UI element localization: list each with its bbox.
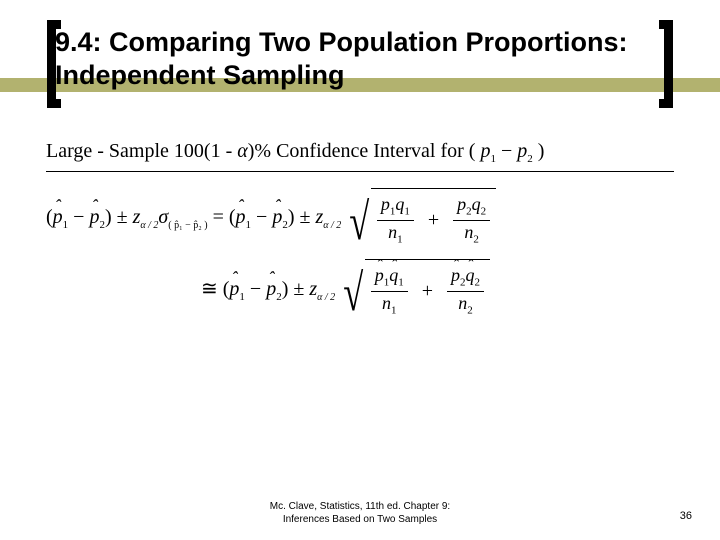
radical-icon: √	[350, 202, 370, 244]
eq1-p1hat: p	[53, 206, 63, 229]
eq1-rparen2: ) ±	[288, 206, 316, 228]
eq1-minus: −	[68, 206, 89, 228]
eq1-sqrt: √ p1q1 n1 + p2q2 n2	[345, 188, 496, 249]
eq1-sigma-sub: ( p̂₁ − p̂₂ )	[168, 220, 207, 231]
equation-2: ≅ (p1 − p2) ± zα / 2 √ p1q1 n1 + p2q2 n2	[46, 259, 674, 320]
footer-line-2: Inferences Based on Two Samples	[0, 514, 720, 527]
eq1-frac1-den: n1	[384, 221, 407, 248]
page-number: 36	[680, 510, 692, 522]
heading-p2: p	[517, 140, 527, 162]
eq2-radicand: p1q1 n1 + p2q2 n2	[365, 259, 490, 320]
eq2-f1-q: q	[389, 266, 398, 284]
eq1-equals: = (	[208, 206, 236, 228]
eq1-frac2-num: p2q2	[453, 193, 490, 221]
eq2-approx: ≅ (	[201, 278, 229, 300]
eq1-f1-qs: 1	[404, 206, 410, 218]
eq1-frac2-den: n2	[460, 221, 483, 248]
eq2-frac1-den: n1	[378, 292, 401, 319]
eq1-f1-ns: 1	[397, 233, 403, 245]
eq1-lhs: (p1 − p2) ± zα / 2σ( p̂₁ − p̂₂ ) = (p1 −…	[46, 206, 341, 231]
eq2-frac2-num: p2q2	[447, 264, 484, 292]
eq1-frac1: p1q1 n1	[377, 193, 414, 247]
eq2-frac2: p2q2 n2	[447, 264, 484, 318]
eq1-zsub: α / 2	[140, 220, 158, 231]
eq2-plus: +	[418, 280, 437, 303]
eq2-z: z	[309, 278, 317, 300]
eq1-sigma: σ	[158, 206, 168, 228]
eq1-radicand: p1q1 n1 + p2q2 n2	[371, 188, 496, 249]
eq2-f2-p: p	[451, 266, 460, 284]
eq2-rparen: ) ±	[282, 278, 310, 300]
footer-line-1: Mc. Clave, Statistics, 11th ed. Chapter …	[0, 501, 720, 514]
eq2-p1hat: p	[229, 278, 239, 301]
eq1-f2-p: p	[457, 194, 466, 214]
title-bracket-left	[47, 20, 61, 108]
heading-prefix: Large - Sample 100(1 -	[46, 140, 237, 162]
eq2-sqrt: √ p1q1 n1 + p2q2 n2	[339, 259, 490, 320]
radical-icon-2: √	[343, 273, 363, 315]
eq2-f2-ns: 2	[467, 304, 473, 316]
eq1-p2hat-b: p	[272, 206, 282, 229]
eq1-f2-qs: 2	[481, 206, 487, 218]
eq2-f2-q: q	[466, 266, 475, 284]
eq1-f1-n: n	[388, 222, 397, 242]
equation-1: (p1 − p2) ± zα / 2σ( p̂₁ − p̂₂ ) = (p1 −…	[46, 188, 674, 249]
eq2-frac2-den: n2	[454, 292, 477, 319]
eq1-f2-n: n	[464, 222, 473, 242]
page-title: 9.4: Comparing Two Population Proportion…	[55, 26, 655, 92]
eq1-f2-ns: 2	[473, 233, 479, 245]
eq2-f1-n: n	[382, 293, 391, 313]
eq2-f1-p: p	[375, 266, 384, 284]
heading-suffix: )	[533, 140, 545, 162]
eq2-p2hat: p	[266, 278, 276, 301]
eq1-plus: +	[424, 209, 443, 232]
heading-minus: −	[496, 140, 517, 162]
eq1-f1-p: p	[381, 194, 390, 214]
eq2-lhs: ≅ (p1 − p2) ± zα / 2	[201, 276, 335, 303]
eq1-p2hat: p	[89, 206, 99, 229]
eq1-f2-q: q	[472, 194, 481, 214]
heading-p1: p	[480, 140, 490, 162]
eq1-lparen: (	[46, 206, 53, 228]
title-container: 9.4: Comparing Two Population Proportion…	[55, 26, 655, 92]
heading-alpha: α	[237, 140, 248, 162]
eq1-f1-q: q	[395, 194, 404, 214]
eq2-minus: −	[245, 278, 266, 300]
eq1-frac2: p2q2 n2	[453, 193, 490, 247]
eq1-zsub-b: α / 2	[323, 220, 341, 231]
content-area: Large - Sample 100(1 - α)% Confidence In…	[46, 140, 674, 330]
eq1-rparen: ) ±	[105, 206, 133, 228]
eq1-frac1-num: p1q1	[377, 193, 414, 221]
eq2-frac1-num: p1q1	[371, 264, 408, 292]
eq2-f2-qs: 2	[475, 277, 481, 289]
section-heading: Large - Sample 100(1 - α)% Confidence In…	[46, 140, 674, 172]
eq1-p1hat-b: p	[236, 206, 246, 229]
eq1-minus-b: −	[251, 206, 272, 228]
eq2-f1-ns: 1	[391, 304, 397, 316]
eq2-frac1: p1q1 n1	[371, 264, 408, 318]
eq2-f2-n: n	[458, 293, 467, 313]
title-bracket-right	[659, 20, 673, 108]
footer: Mc. Clave, Statistics, 11th ed. Chapter …	[0, 501, 720, 526]
eq2-zsub: α / 2	[317, 292, 335, 303]
heading-mid: )% Confidence Interval for (	[248, 140, 481, 162]
eq2-f1-qs: 1	[398, 277, 404, 289]
